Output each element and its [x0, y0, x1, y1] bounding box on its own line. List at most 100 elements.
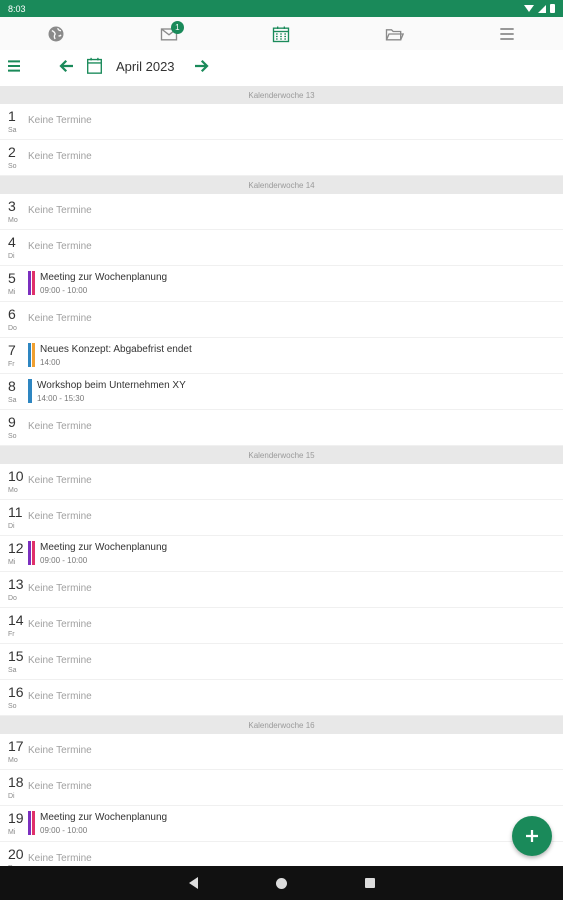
event-color-bar: [28, 379, 32, 403]
signal-icon: [538, 4, 546, 13]
day-number: 1: [8, 108, 16, 124]
day-row[interactable]: 16 So Keine Termine: [0, 680, 563, 716]
day-number: 11: [8, 504, 23, 520]
day-row[interactable]: 14 Fr Keine Termine: [0, 608, 563, 644]
day-row[interactable]: 11 Di Keine Termine: [0, 500, 563, 536]
day-number: 19: [8, 810, 24, 826]
day-row[interactable]: 9 So Keine Termine: [0, 410, 563, 446]
day-number: 10: [8, 468, 24, 484]
day-number: 14: [8, 612, 24, 628]
no-events-label: Keine Termine: [28, 205, 92, 216]
event-color-bar: [28, 811, 35, 835]
folder-icon: [385, 28, 405, 40]
globe-icon: [48, 26, 64, 41]
day-number: 5: [8, 270, 16, 286]
no-events-label: Keine Termine: [28, 241, 92, 252]
day-number: 8: [8, 378, 16, 394]
day-weekday: Do: [8, 595, 17, 602]
no-events-label: Keine Termine: [28, 619, 92, 630]
tab-more[interactable]: [450, 17, 563, 50]
home-icon[interactable]: [275, 877, 287, 889]
day-weekday: Mo: [8, 487, 18, 494]
day-row[interactable]: 5 Mi Meeting zur Wochenplanung 09:00 - 10:0…: [0, 266, 563, 302]
event-color-stripe: [28, 541, 31, 565]
event-title[interactable]: Neues Konzept: Abgabefrist endet: [40, 344, 192, 355]
event-color-bar: [28, 343, 35, 367]
tab-mail[interactable]: 1: [113, 17, 226, 50]
day-number: 7: [8, 342, 16, 358]
event-title[interactable]: Meeting zur Wochenplanung: [40, 272, 168, 283]
no-events-label: Keine Termine: [28, 781, 92, 792]
hamburger-menu-icon[interactable]: [6, 58, 22, 74]
day-row[interactable]: 8 Sa Workshop beim Unternehmen XY 14:00 - 1…: [0, 374, 563, 410]
add-event-button[interactable]: [512, 816, 552, 856]
day-number: 2: [8, 144, 16, 160]
event-title[interactable]: Meeting zur Wochenplanung: [40, 542, 168, 553]
day-row[interactable]: 2 So Keine Termine: [0, 140, 563, 176]
arrow-left-icon[interactable]: [58, 57, 76, 75]
day-weekday: Sa: [8, 397, 17, 404]
month-label[interactable]: April 2023: [116, 59, 175, 74]
event-time: 14:00 - 15:30: [37, 394, 85, 403]
calendar-header: April 2023: [0, 50, 563, 83]
event-time: 09:00 - 10:00: [40, 286, 88, 295]
event-time: 09:00 - 10:00: [40, 826, 88, 835]
tab-files[interactable]: [338, 17, 451, 50]
plus-icon: [526, 830, 538, 842]
day-row[interactable]: 7 Fr Neues Konzept: Abgabefrist endet 14:00: [0, 338, 563, 374]
recent-apps-icon[interactable]: [364, 878, 375, 888]
no-events-label: Keine Termine: [28, 691, 92, 702]
day-weekday: Mi: [8, 289, 16, 296]
back-icon[interactable]: [188, 877, 198, 889]
day-weekday: Di: [8, 793, 15, 800]
calendar-picker-icon[interactable]: [86, 56, 103, 75]
arrow-right-icon[interactable]: [192, 57, 210, 75]
event-time: 14:00: [40, 358, 61, 367]
day-row[interactable]: 3 Mo Keine Termine: [0, 194, 563, 230]
event-color-stripe: [28, 343, 31, 367]
day-number: 12: [8, 540, 24, 556]
day-row[interactable]: 19 Mi Meeting zur Wochenplanung 09:00 - 10:…: [0, 806, 563, 842]
no-events-label: Keine Termine: [28, 475, 92, 486]
status-bar: 8:03: [0, 0, 563, 17]
event-color-stripe: [32, 271, 35, 295]
event-title[interactable]: Workshop beim Unternehmen XY: [37, 380, 186, 391]
day-row[interactable]: 18 Di Keine Termine: [0, 770, 563, 806]
no-events-label: Keine Termine: [28, 583, 92, 594]
tab-calendar[interactable]: [225, 17, 338, 50]
day-number: 6: [8, 306, 16, 322]
day-weekday: Sa: [8, 127, 17, 134]
week-header: Kalenderwoche 16: [0, 716, 563, 734]
day-number: 17: [8, 738, 24, 754]
day-number: 4: [8, 234, 16, 250]
no-events-label: Keine Termine: [28, 421, 92, 432]
wifi-icon: [524, 5, 534, 12]
day-number: 9: [8, 414, 16, 430]
event-color-stripe: [32, 541, 35, 565]
day-weekday: So: [8, 703, 17, 710]
day-weekday: So: [8, 163, 17, 170]
day-row[interactable]: 20 Do Keine Termine: [0, 842, 563, 866]
no-events-label: Keine Termine: [28, 745, 92, 756]
day-row[interactable]: 10 Mo Keine Termine: [0, 464, 563, 500]
day-row[interactable]: 1 Sa Keine Termine: [0, 104, 563, 140]
tab-web[interactable]: [0, 17, 113, 50]
day-row[interactable]: 15 Sa Keine Termine: [0, 644, 563, 680]
event-title[interactable]: Meeting zur Wochenplanung: [40, 812, 168, 823]
week-header: Kalenderwoche 15: [0, 446, 563, 464]
day-number: 20: [8, 846, 24, 862]
day-row[interactable]: 13 Do Keine Termine: [0, 572, 563, 608]
day-weekday: Sa: [8, 667, 17, 674]
agenda-list[interactable]: Kalenderwoche 13 1 Sa Keine Termine 2 So Keine…: [0, 86, 563, 866]
day-row[interactable]: 17 Mo Keine Termine: [0, 734, 563, 770]
calendar-icon: [273, 26, 290, 42]
day-row[interactable]: 4 Di Keine Termine: [0, 230, 563, 266]
day-row[interactable]: 6 Do Keine Termine: [0, 302, 563, 338]
status-icons: [524, 4, 555, 13]
event-color-bar: [28, 541, 35, 565]
week-header: Kalenderwoche 14: [0, 176, 563, 194]
day-weekday: So: [8, 433, 17, 440]
event-color-stripe: [32, 811, 35, 835]
day-row[interactable]: 12 Mi Meeting zur Wochenplanung 09:00 - 10:…: [0, 536, 563, 572]
top-tab-bar: 1: [0, 17, 563, 50]
